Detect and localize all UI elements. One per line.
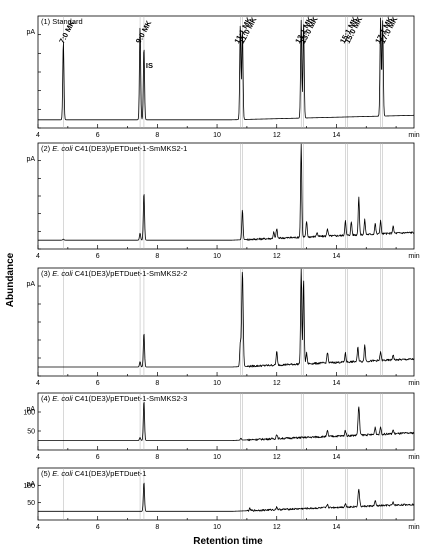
x-tick-label: 8 bbox=[155, 253, 159, 260]
panel-3: pA 4 6 8 10 12 14 min (3) E. coli C41(DE3)/pETDu… bbox=[26, 267, 420, 387]
x-tick-label: 6 bbox=[96, 253, 100, 260]
x-unit-label: min bbox=[408, 132, 419, 139]
x-tick-label: 4 bbox=[36, 132, 40, 139]
x-tick-label: 4 bbox=[36, 454, 40, 461]
x-unit-label: min bbox=[408, 524, 419, 531]
x-tick-label: 8 bbox=[155, 454, 159, 461]
x-axis-label: Retention time bbox=[193, 536, 263, 547]
y-unit-label: pA bbox=[26, 481, 35, 488]
panel-title: (1) Standard bbox=[41, 17, 83, 26]
chromatogram-trace bbox=[38, 17, 415, 121]
x-tick-label: 12 bbox=[273, 380, 281, 387]
peak-label: IS bbox=[146, 61, 153, 70]
x-unit-label: min bbox=[408, 380, 419, 387]
x-tick-label: 12 bbox=[273, 454, 281, 461]
x-tick-label: 12 bbox=[273, 132, 281, 139]
x-tick-label: 4 bbox=[36, 524, 40, 531]
x-tick-label: 6 bbox=[96, 380, 100, 387]
x-tick-label: 14 bbox=[333, 454, 341, 461]
panel-frame bbox=[37, 392, 415, 451]
y-unit-label: pA bbox=[26, 29, 35, 36]
panel-title: (4) E. coli C41(DE3)/pETDuet-1-SmMKS2-3 bbox=[41, 394, 187, 403]
x-unit-label: min bbox=[408, 253, 419, 260]
x-tick-label: 10 bbox=[213, 132, 221, 139]
chromatogram-trace bbox=[38, 482, 415, 512]
chromatogram-trace bbox=[38, 268, 415, 368]
x-tick-label: 10 bbox=[213, 380, 221, 387]
x-tick-label: 6 bbox=[96, 132, 100, 139]
x-tick-label: 10 bbox=[213, 253, 221, 260]
x-tick-label: 10 bbox=[213, 454, 221, 461]
y-tick-label: 50 bbox=[27, 429, 35, 436]
y-tick-label: 50 bbox=[27, 500, 35, 507]
panel-title: (5) E. coli C41(DE3)/pETDuet-1 bbox=[41, 469, 146, 478]
panel-frame bbox=[37, 267, 415, 377]
x-tick-label: 14 bbox=[333, 380, 341, 387]
y-tick-label: 100 bbox=[23, 410, 35, 417]
x-tick-label: 8 bbox=[155, 380, 159, 387]
y-unit-label: pA bbox=[26, 406, 35, 413]
x-tick-label: 8 bbox=[155, 132, 159, 139]
panel-2: pA 4 6 8 10 12 14 min (2) E. coli C41(DE3)/pETDu… bbox=[26, 142, 420, 260]
x-tick-label: 14 bbox=[333, 524, 341, 531]
x-tick-label: 6 bbox=[96, 524, 100, 531]
y-axis-label: Abundance bbox=[5, 252, 16, 307]
panel-frame bbox=[37, 467, 415, 521]
x-tick-label: 4 bbox=[36, 253, 40, 260]
panel-frame bbox=[37, 15, 415, 129]
panel-title: (3) E. coli C41(DE3)/pETDuet-1-SmMKS2-2 bbox=[41, 269, 187, 278]
panel-title: (2) E. coli C41(DE3)/pETDuet-1-SmMKS2-1 bbox=[41, 144, 187, 153]
y-unit-label: pA bbox=[26, 156, 35, 163]
x-tick-label: 8 bbox=[155, 524, 159, 531]
chromatogram-trace bbox=[38, 401, 415, 442]
x-tick-label: 4 bbox=[36, 380, 40, 387]
chromatogram-trace bbox=[38, 143, 415, 241]
y-unit-label: pA bbox=[26, 281, 35, 288]
x-tick-label: 12 bbox=[273, 253, 281, 260]
peak-label: 9:0 MK bbox=[134, 18, 154, 44]
x-tick-label: 6 bbox=[96, 454, 100, 461]
x-tick-label: 14 bbox=[333, 253, 341, 260]
x-tick-label: 14 bbox=[333, 132, 341, 139]
y-tick-label: 100 bbox=[23, 483, 35, 490]
x-unit-label: min bbox=[408, 454, 419, 461]
x-tick-label: 10 bbox=[213, 524, 221, 531]
x-tick-label: 12 bbox=[273, 524, 281, 531]
